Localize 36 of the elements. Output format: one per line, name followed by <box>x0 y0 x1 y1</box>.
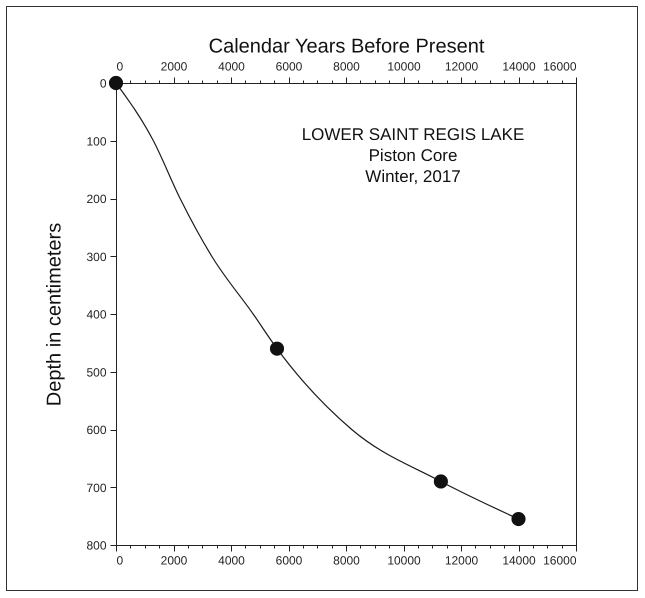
x-tick-label: 14000 <box>502 554 536 568</box>
y-tick-label: 500 <box>86 365 107 380</box>
point <box>511 512 526 526</box>
y-tick-label: 0 <box>100 76 107 90</box>
y-tick-label: 700 <box>86 480 107 495</box>
y-axis-title: Depth in centimeters <box>43 222 66 406</box>
annotation: Winter, 2017 <box>365 167 461 186</box>
x-tick-label: 4000 <box>218 554 246 568</box>
x-tick-label: 8000 <box>333 554 360 568</box>
x-tick-label: 2000 <box>160 554 188 568</box>
x2-tick-label: 6000 <box>276 60 303 74</box>
y-tick-label: 600 <box>86 423 107 437</box>
y-tick-label: 200 <box>86 192 107 206</box>
annotation: Piston Core <box>368 146 458 165</box>
y-tick-label: 100 <box>86 134 107 148</box>
x2-tick-label: 2000 <box>160 60 188 74</box>
x2-tick-label: 8000 <box>333 60 360 74</box>
x-tick-label: 6000 <box>276 554 303 568</box>
x2-tick-label: 14000 <box>502 60 536 74</box>
y-tick-label: 300 <box>86 250 107 264</box>
y-tick-label: 800 <box>86 538 107 552</box>
point <box>270 342 284 356</box>
x-tick-label: 0 <box>116 554 124 568</box>
x2-axis-title: Calendar Years Before Present <box>208 36 485 58</box>
annotation: LOWER SAINT REGIS LAKE <box>302 125 524 144</box>
x2-tick-label: 4000 <box>218 60 246 74</box>
point <box>108 76 124 90</box>
y-tick-label: 400 <box>86 308 107 322</box>
x2-tick-label: 12000 <box>444 60 479 74</box>
x2-tick-label: 16000 <box>543 60 577 74</box>
x2-tick-label: 0 <box>116 60 124 74</box>
x-tick-label: 16000 <box>543 554 577 568</box>
x-tick-label: 12000 <box>444 554 479 568</box>
x2-tick-label: 10000 <box>387 60 422 74</box>
x-tick-label: 10000 <box>387 554 422 568</box>
point <box>434 474 448 489</box>
